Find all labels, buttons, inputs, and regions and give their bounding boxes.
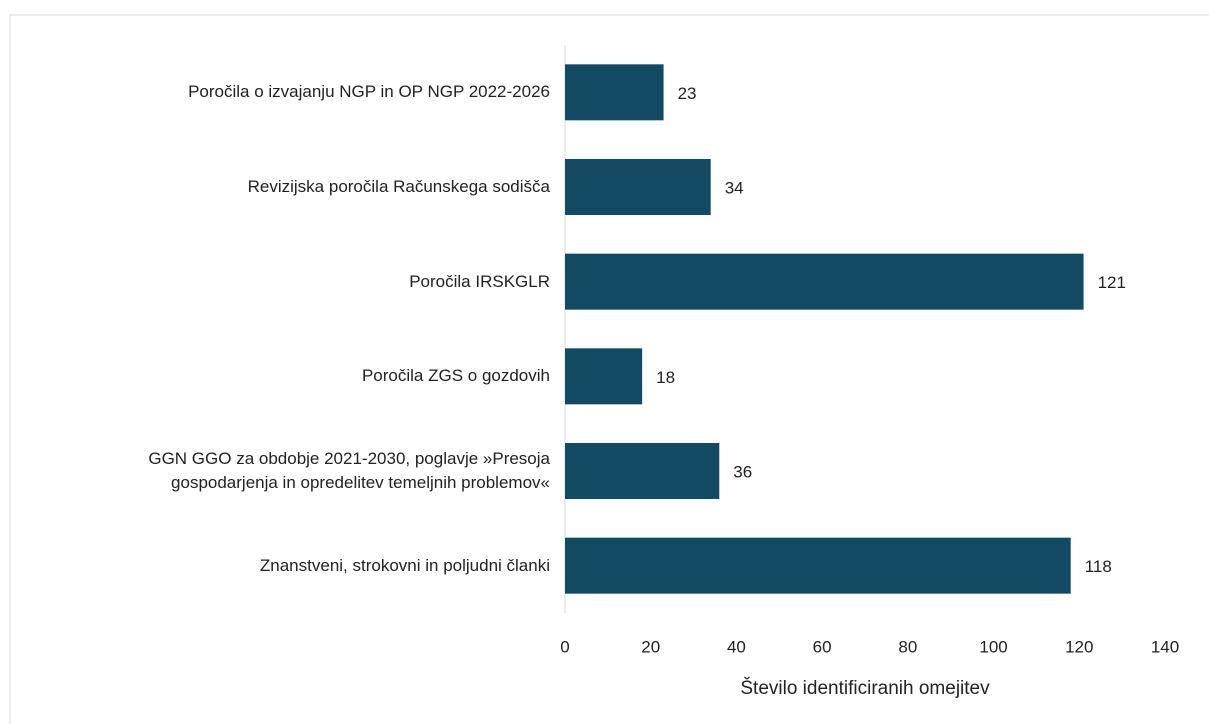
bar	[565, 537, 1071, 594]
bar	[565, 64, 664, 121]
x-tick-label: 0	[560, 637, 569, 656]
x-tick-label: 40	[727, 637, 746, 656]
y-tick-label: Poročila ZGS o gozdovih	[361, 366, 550, 386]
bar	[565, 348, 643, 405]
value-label: 118	[1085, 557, 1112, 576]
value-label: 36	[733, 462, 752, 481]
value-label: 23	[678, 84, 697, 103]
y-tick-label: GGN GGO za obdobje 2021-2030, poglavje »…	[148, 449, 550, 492]
bar	[565, 253, 1084, 310]
x-tick-label: 60	[813, 637, 832, 656]
x-tick-label: 80	[898, 637, 917, 656]
value-label: 18	[656, 368, 675, 387]
value-label: 121	[1098, 273, 1126, 292]
bar	[565, 159, 711, 215]
x-tick-label: 120	[1065, 637, 1093, 656]
x-tick-label: 20	[641, 637, 660, 656]
y-tick-label: Revizijska poročila Računskega sodišča	[247, 177, 550, 196]
value-label: 34	[725, 178, 744, 197]
bar	[565, 443, 720, 499]
x-tick-label: 140	[1151, 637, 1179, 656]
y-tick-label: Znanstveni, strokovni in poljudni članki	[259, 555, 550, 575]
frame	[9, 14, 1209, 724]
y-tick-label: Poročila o izvajanju NGP in OP NGP 2022-…	[188, 82, 550, 102]
x-tick-label: 100	[979, 637, 1007, 656]
x-axis-label: Število identificiranih omejitev	[740, 677, 990, 699]
y-tick-label: Poročila IRSKGLR	[409, 271, 550, 291]
